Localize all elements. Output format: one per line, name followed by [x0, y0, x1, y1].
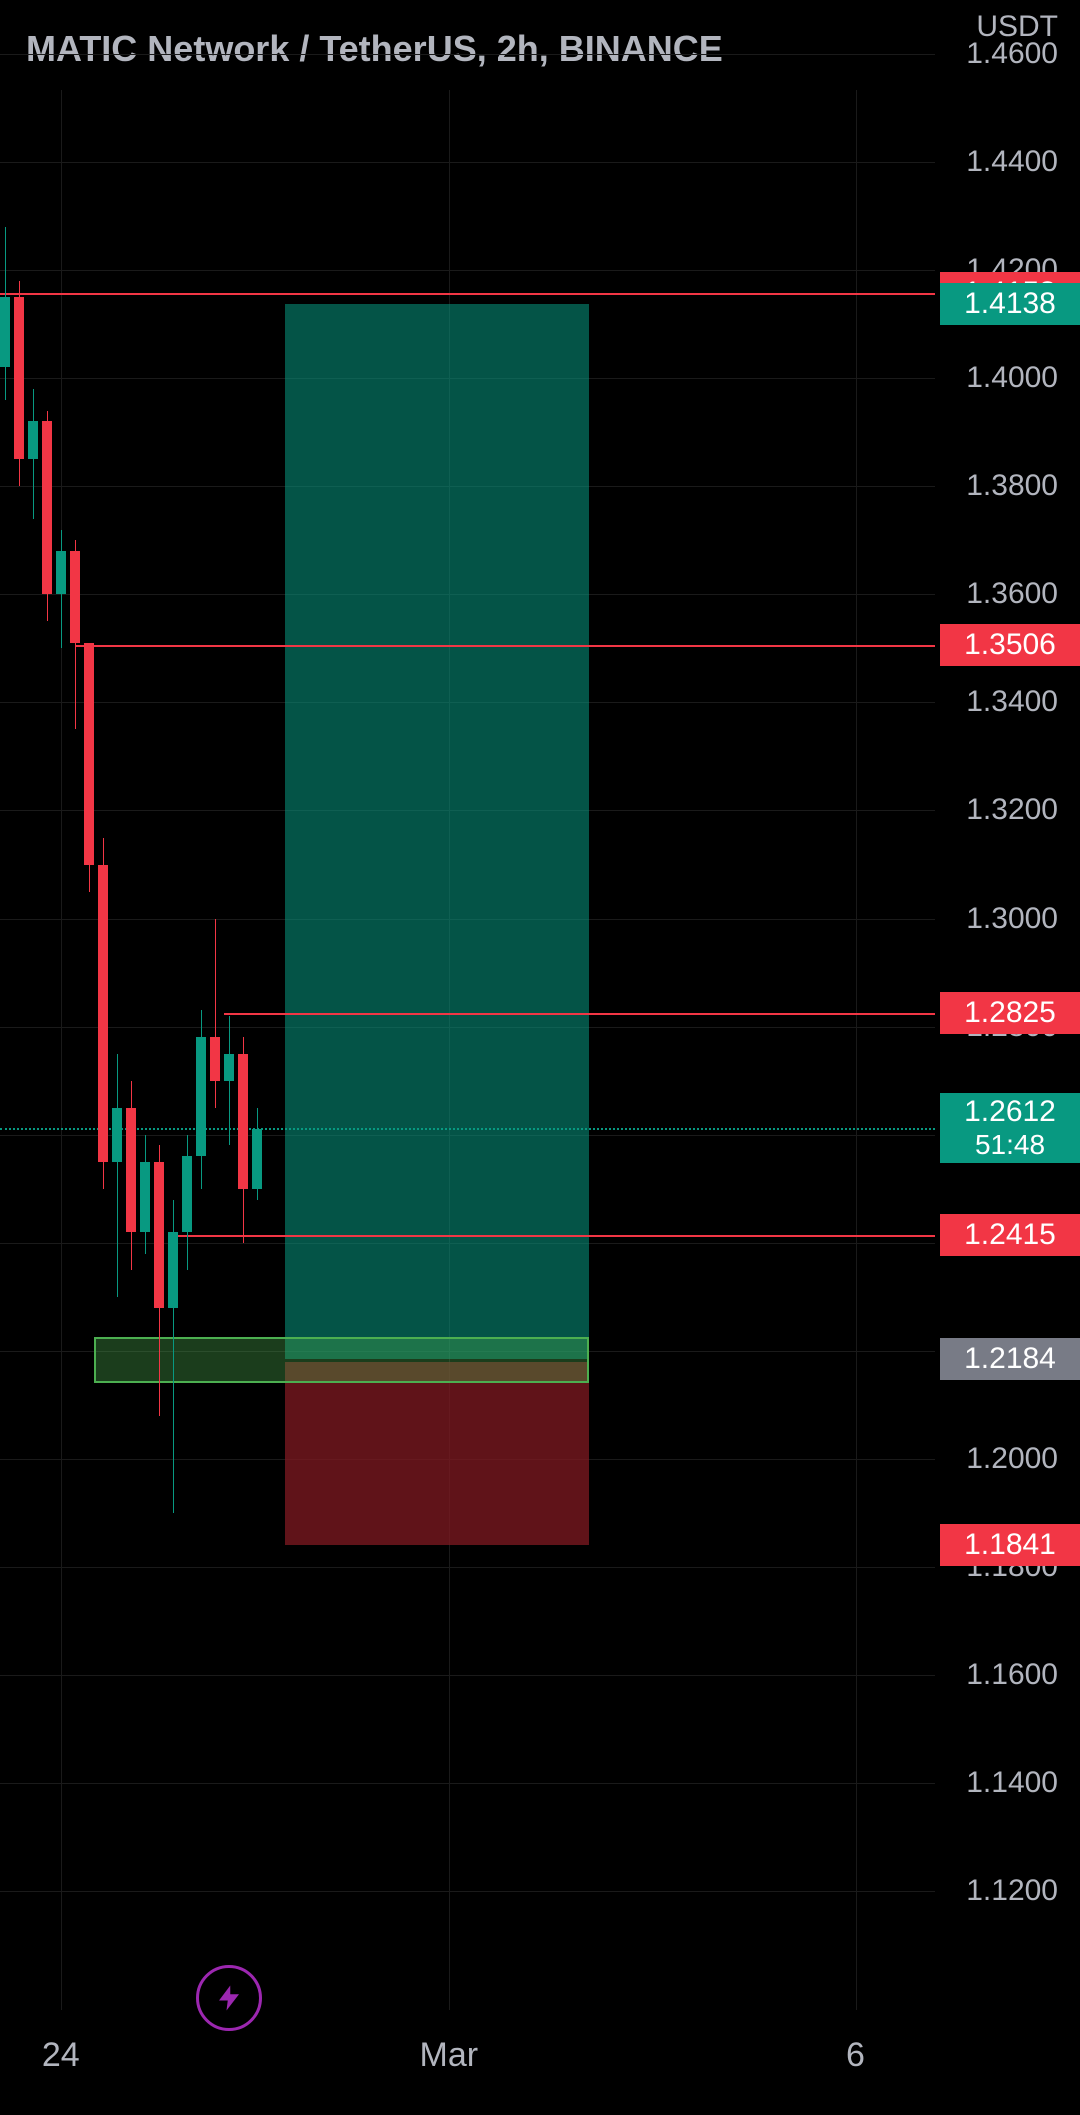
- candle-body: [84, 643, 94, 865]
- current-price-value: 1.2612: [954, 1095, 1066, 1129]
- x-tick-label: 6: [846, 2036, 865, 2075]
- current-price-line: [0, 1128, 935, 1130]
- candle-body: [70, 551, 80, 643]
- y-tick-label: 1.1600: [966, 1658, 1058, 1692]
- chart-container: MATIC Network / TetherUS, 2h, BINANCE US…: [0, 0, 1080, 2115]
- gridline-h: [0, 1891, 935, 1892]
- price-line[interactable]: [168, 1235, 935, 1237]
- candle-body: [154, 1162, 164, 1308]
- gridline-h: [0, 54, 935, 55]
- y-tick-label: 1.3400: [966, 685, 1058, 719]
- candle-body: [0, 297, 10, 367]
- y-tick-label: 1.4400: [966, 145, 1058, 179]
- countdown-timer: 51:48: [954, 1129, 1066, 1161]
- y-tick-label: 1.4000: [966, 361, 1058, 395]
- candle-body: [224, 1054, 234, 1081]
- candle-body: [140, 1162, 150, 1232]
- gridline-h: [0, 1783, 935, 1784]
- price-marker[interactable]: 1.4138: [940, 283, 1080, 325]
- price-marker[interactable]: 1.1841: [940, 1524, 1080, 1566]
- gridline-h: [0, 162, 935, 163]
- y-tick-label: 1.3600: [966, 577, 1058, 611]
- y-tick-label: 1.4600: [966, 37, 1058, 71]
- gridline-h: [0, 1675, 935, 1676]
- flash-button[interactable]: [196, 1965, 262, 2031]
- loss-zone[interactable]: [285, 1362, 589, 1545]
- order-zone[interactable]: [94, 1337, 590, 1383]
- gridline-v: [856, 90, 857, 2010]
- gridline-h: [0, 1567, 935, 1568]
- y-tick-label: 1.1200: [966, 1874, 1058, 1908]
- candle-body: [14, 297, 24, 459]
- candle-body: [126, 1108, 136, 1232]
- candle-body: [42, 421, 52, 594]
- x-tick-label: Mar: [420, 2036, 479, 2075]
- gridline-h: [0, 270, 935, 271]
- y-tick-label: 1.3200: [966, 793, 1058, 827]
- current-price-marker[interactable]: 1.261251:48: [940, 1093, 1080, 1163]
- chart-plot-area[interactable]: [0, 0, 935, 2010]
- candle-body: [168, 1232, 178, 1308]
- price-marker[interactable]: 1.2825: [940, 992, 1080, 1034]
- y-tick-label: 1.3000: [966, 902, 1058, 936]
- x-tick-label: 24: [42, 2036, 80, 2075]
- price-marker[interactable]: 1.3506: [940, 624, 1080, 666]
- candle-body: [182, 1156, 192, 1232]
- lightning-icon: [214, 1983, 244, 2013]
- candle-body: [112, 1108, 122, 1162]
- candle-body: [28, 421, 38, 459]
- price-line[interactable]: [75, 645, 935, 647]
- candle-body: [210, 1037, 220, 1080]
- candle-body: [56, 551, 66, 594]
- candle-body: [238, 1054, 248, 1189]
- candle-body: [252, 1129, 262, 1188]
- candle-body: [98, 865, 108, 1162]
- price-line[interactable]: [0, 293, 935, 295]
- profit-zone[interactable]: [285, 304, 589, 1360]
- price-line[interactable]: [224, 1013, 935, 1015]
- candle-body: [196, 1037, 206, 1156]
- y-tick-label: 1.2000: [966, 1442, 1058, 1476]
- candle-wick: [117, 1054, 118, 1297]
- y-tick-label: 1.1400: [966, 1766, 1058, 1800]
- price-marker[interactable]: 1.2184: [940, 1338, 1080, 1380]
- y-tick-label: 1.3800: [966, 469, 1058, 503]
- price-marker[interactable]: 1.2415: [940, 1214, 1080, 1256]
- gridline-v: [61, 90, 62, 2010]
